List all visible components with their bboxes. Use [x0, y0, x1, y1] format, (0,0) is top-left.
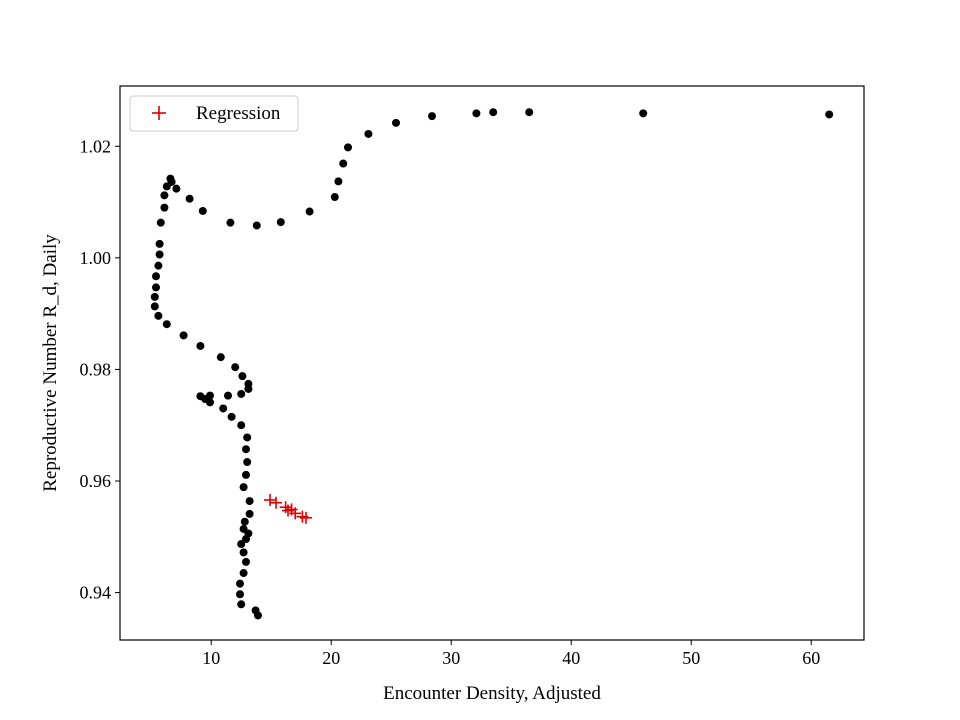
data-point: [219, 404, 228, 413]
data-point: [243, 433, 252, 442]
data-point: [251, 606, 260, 615]
y-tick-label: 1.00: [80, 248, 112, 268]
data-point: [155, 239, 164, 248]
regression-point: [264, 493, 276, 506]
data-point: [237, 600, 246, 609]
data-markers: [150, 108, 834, 620]
data-point: [239, 569, 248, 578]
data-point: [237, 540, 246, 549]
data-point: [231, 363, 240, 372]
data-point: [167, 177, 176, 186]
data-point: [472, 109, 481, 118]
data-point: [242, 445, 250, 454]
data-point: [227, 412, 236, 421]
y-tick-label: 0.96: [80, 471, 112, 491]
x-tick-label: 30: [442, 648, 460, 668]
y-tick-label: 1.02: [80, 136, 112, 156]
data-point: [239, 524, 248, 533]
data-point: [245, 509, 254, 518]
legend-regression-label: Regression: [196, 103, 281, 124]
x-tick-label: 20: [322, 648, 340, 668]
data-point: [236, 590, 244, 599]
data-point: [392, 118, 400, 127]
data-point: [364, 129, 373, 138]
data-point: [185, 194, 194, 203]
regression-point: [289, 507, 302, 520]
data-point: [245, 497, 254, 506]
data-point: [150, 302, 159, 311]
data-point: [239, 483, 248, 492]
data-point: [179, 331, 188, 340]
data-point: [244, 379, 253, 388]
data-point: [237, 421, 246, 430]
data-point: [825, 110, 834, 119]
data-point: [239, 548, 248, 557]
data-point: [276, 218, 285, 227]
data-point: [334, 177, 343, 186]
data-point: [243, 458, 252, 467]
data-point: [226, 218, 235, 227]
data-point: [152, 272, 160, 281]
plot-frame: [119, 85, 865, 641]
data-point: [344, 143, 352, 152]
data-point: [242, 535, 250, 544]
data-point: [242, 557, 250, 566]
x-tick-label: 60: [802, 648, 820, 668]
data-point: [252, 221, 261, 230]
y-tick-label: 0.94: [80, 583, 112, 603]
regression-point: [300, 511, 312, 524]
data-point: [525, 108, 534, 117]
x-tick-label: 10: [202, 648, 220, 668]
data-point: [236, 579, 244, 588]
y-axis-label: Reproductive Number R_d, Daily: [40, 234, 61, 492]
data-point: [196, 341, 205, 350]
data-point: [216, 353, 225, 362]
y-tick-label: 0.98: [80, 359, 112, 379]
data-point: [156, 218, 165, 227]
data-point: [150, 292, 159, 301]
data-point: [224, 391, 232, 400]
axis-ticks: 10 20 30 40 50 60 0.94 0.96 0.98 1.00 1.02: [80, 136, 821, 668]
legend-regression-marker: [152, 106, 166, 120]
data-point: [428, 112, 436, 121]
legend-box: [129, 95, 299, 132]
data-point: [198, 206, 207, 215]
data-point: [160, 203, 169, 212]
data-point: [162, 320, 171, 329]
data-point: [237, 389, 246, 398]
regression-point: [270, 496, 282, 509]
data-point: [160, 191, 169, 200]
data-point: [489, 108, 498, 117]
x-axis-label: Encounter Density, Adjusted: [383, 683, 601, 704]
data-point: [305, 207, 314, 216]
data-point: [206, 391, 214, 400]
data-point: [155, 250, 164, 259]
data-point: [238, 372, 247, 381]
data-point: [154, 311, 163, 320]
data-point: [196, 392, 205, 401]
x-tick-label: 40: [562, 648, 580, 668]
data-point: [152, 283, 160, 292]
data-point: [639, 109, 648, 118]
data-point: [172, 184, 181, 193]
data-point: [154, 261, 163, 270]
data-point: [339, 159, 348, 168]
data-point: [242, 470, 250, 479]
data-point: [240, 517, 249, 526]
data-point: [330, 193, 339, 202]
legend: Regression: [129, 95, 299, 132]
x-tick-label: 50: [682, 648, 700, 668]
